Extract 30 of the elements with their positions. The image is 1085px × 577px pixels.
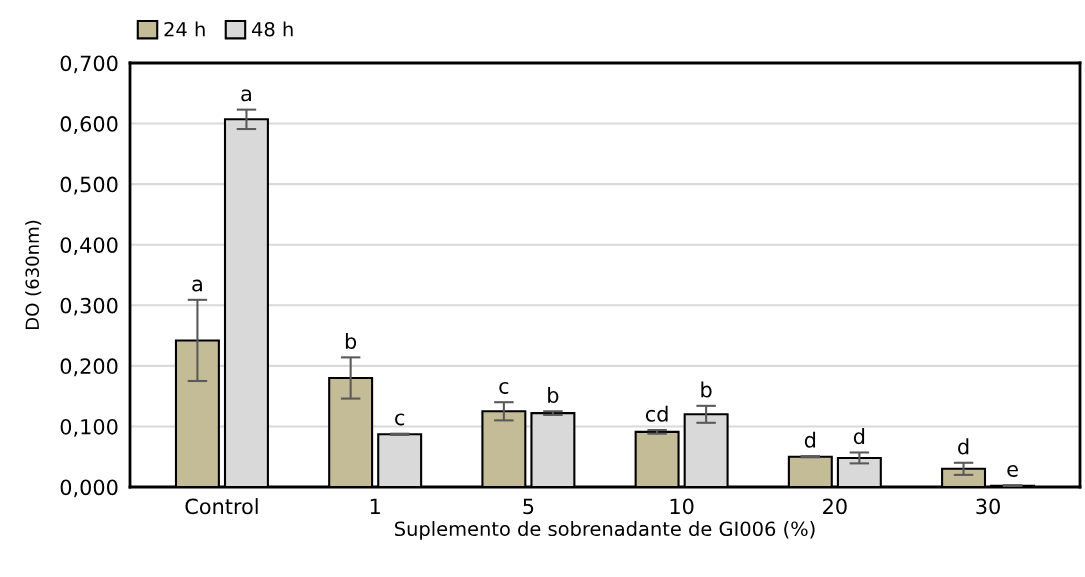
y-tick-label: 0,200 [60, 358, 118, 377]
y-tick-label: 0,300 [60, 297, 118, 316]
x-tick-label: 5 [523, 498, 534, 515]
data-label: b [345, 332, 357, 350]
data-label: a [241, 89, 251, 102]
y-axis-title: DO (630nm) [25, 220, 42, 329]
x-tick-label: 1 [370, 498, 380, 514]
data-label: b [548, 386, 559, 404]
legend-label: 24 h [164, 21, 205, 37]
y-tick-label: 0,100 [60, 418, 118, 437]
x-tick-label: 10 [670, 498, 694, 515]
x-tick-label: 20 [823, 498, 847, 515]
data-label: d [853, 428, 865, 445]
y-tick-label: 0,700 [60, 55, 118, 74]
x-tick-label: 30 [976, 498, 1000, 515]
y-tick-label: 0,400 [60, 237, 118, 256]
x-tick-label: Control [185, 498, 258, 515]
y-tick-label: 0,500 [60, 176, 118, 195]
data-label: a [192, 279, 202, 292]
legend-label: 48 h [251, 21, 293, 37]
data-label: cd [645, 405, 668, 422]
y-tick-label: 0,000 [60, 479, 118, 498]
data-label: b [701, 381, 712, 398]
x-axis-title: Suplemento de sobrenadante de GI006 (%) [395, 521, 815, 540]
data-label: d [958, 438, 969, 455]
data-label: c [499, 381, 509, 394]
data-label: c [395, 413, 405, 426]
data-label: e [1007, 464, 1018, 477]
data-label: d [804, 431, 816, 448]
y-tick-label: 0,600 [60, 116, 118, 134]
